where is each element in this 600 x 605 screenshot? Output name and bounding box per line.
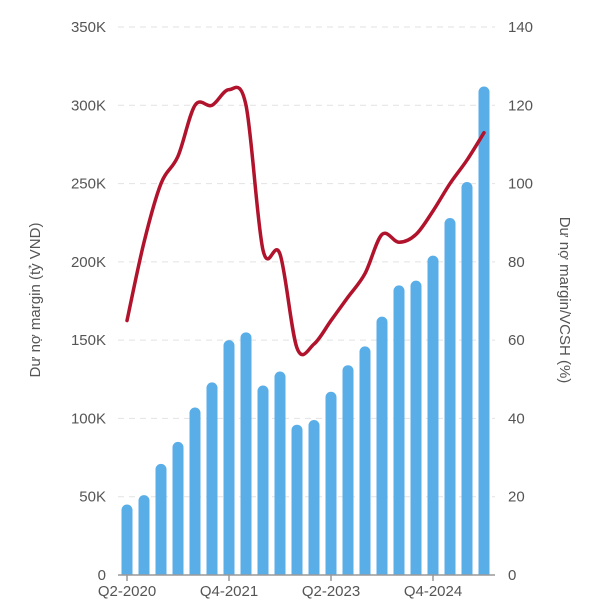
bar <box>223 340 235 575</box>
gridlines <box>118 26 495 498</box>
bar <box>206 382 218 575</box>
y-right-tick-label: 100 <box>508 176 533 193</box>
y-axis-left-label: Dư nợ margin (tỷ VND) <box>27 223 44 378</box>
y-right-tick-label: 0 <box>508 567 516 584</box>
bar-series <box>121 86 490 575</box>
y-left-tick-label: 200K <box>71 254 106 271</box>
bar <box>359 346 371 575</box>
line-series <box>125 85 486 357</box>
y-left-tick-label: 300K <box>71 97 106 114</box>
bar <box>342 365 354 575</box>
bar <box>376 316 388 575</box>
y-left-tick-label: 250K <box>71 176 106 193</box>
x-tick-label: Q4-2021 <box>200 583 258 600</box>
y-right-tick-label: 140 <box>508 19 533 36</box>
bar <box>325 391 337 575</box>
bar <box>274 371 286 575</box>
x-tick-label: Q2-2023 <box>302 583 360 600</box>
y-right-tick-label: 40 <box>508 410 525 427</box>
y-axis-right-label: Dư nợ margin/VCSH (%) <box>556 217 573 384</box>
bar <box>155 463 167 575</box>
bar <box>172 441 184 575</box>
y-right-tick-label: 20 <box>508 489 525 506</box>
bar <box>478 86 490 575</box>
bar <box>444 218 456 575</box>
x-tick-label: Q4-2024 <box>404 583 462 600</box>
bar <box>461 182 473 575</box>
bar <box>393 285 405 575</box>
y-left-tick-label: 150K <box>71 332 106 349</box>
bar <box>240 332 252 575</box>
y-right-tick-label: 80 <box>508 254 525 271</box>
bar <box>121 504 133 575</box>
axes: 0 0 50K 20 100K 40 150K 60 200K 80 250K 100 300K 120 3… <box>71 19 533 600</box>
y-left-tick-label: 100K <box>71 410 106 427</box>
bar <box>427 255 439 575</box>
bar <box>257 385 269 575</box>
bar <box>308 419 320 575</box>
x-tick-label: Q2-2020 <box>98 583 156 600</box>
ratio-line <box>125 85 486 357</box>
y-right-tick-label: 60 <box>508 332 525 349</box>
y-left-tick-label: 50K <box>79 489 106 506</box>
y-left-tick-label: 350K <box>71 19 106 36</box>
bar <box>291 424 303 575</box>
bar <box>189 407 201 575</box>
bar <box>138 495 150 575</box>
bar <box>410 280 422 575</box>
y-right-tick-label: 120 <box>508 97 533 114</box>
y-left-tick-label: 0 <box>98 567 106 584</box>
